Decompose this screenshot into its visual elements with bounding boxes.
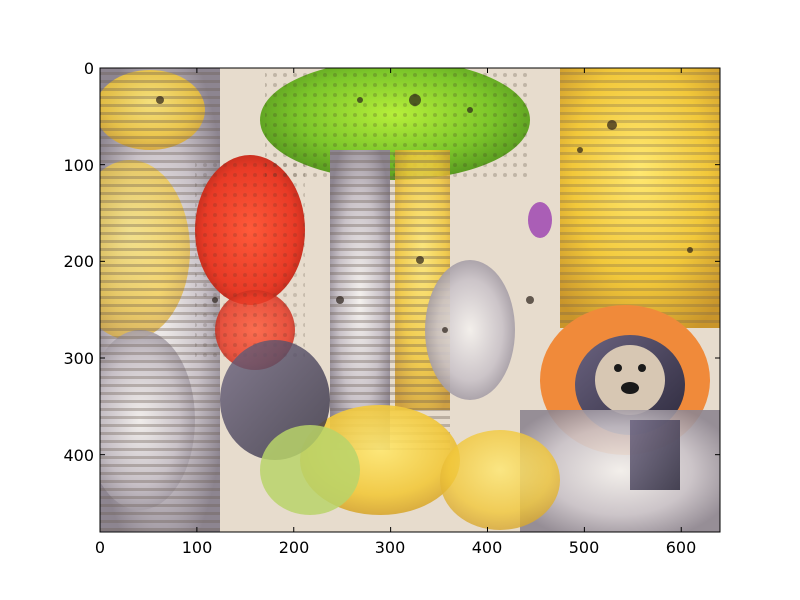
y-tick-label: 300 bbox=[63, 349, 94, 368]
axes-frame bbox=[99, 67, 721, 533]
x-tick-label: 200 bbox=[279, 538, 310, 557]
x-tick-label: 400 bbox=[472, 538, 503, 557]
y-tick-label: 100 bbox=[63, 156, 94, 175]
x-axis-tick-labels: 0 100 200 300 400 500 600 bbox=[95, 538, 696, 557]
x-tick-label: 100 bbox=[182, 538, 213, 557]
x-tick-label: 600 bbox=[666, 538, 697, 557]
x-tick-label: 0 bbox=[95, 538, 105, 557]
y-tick-label: 200 bbox=[63, 252, 94, 271]
y-tick-label: 0 bbox=[84, 59, 94, 78]
axis-ticks bbox=[99, 67, 720, 532]
y-axis-tick-labels: 0 100 200 300 400 bbox=[63, 59, 94, 465]
dream-image bbox=[100, 68, 720, 532]
x-tick-label: 300 bbox=[375, 538, 406, 557]
y-tick-label: 400 bbox=[63, 446, 94, 465]
x-tick-label: 500 bbox=[569, 538, 600, 557]
